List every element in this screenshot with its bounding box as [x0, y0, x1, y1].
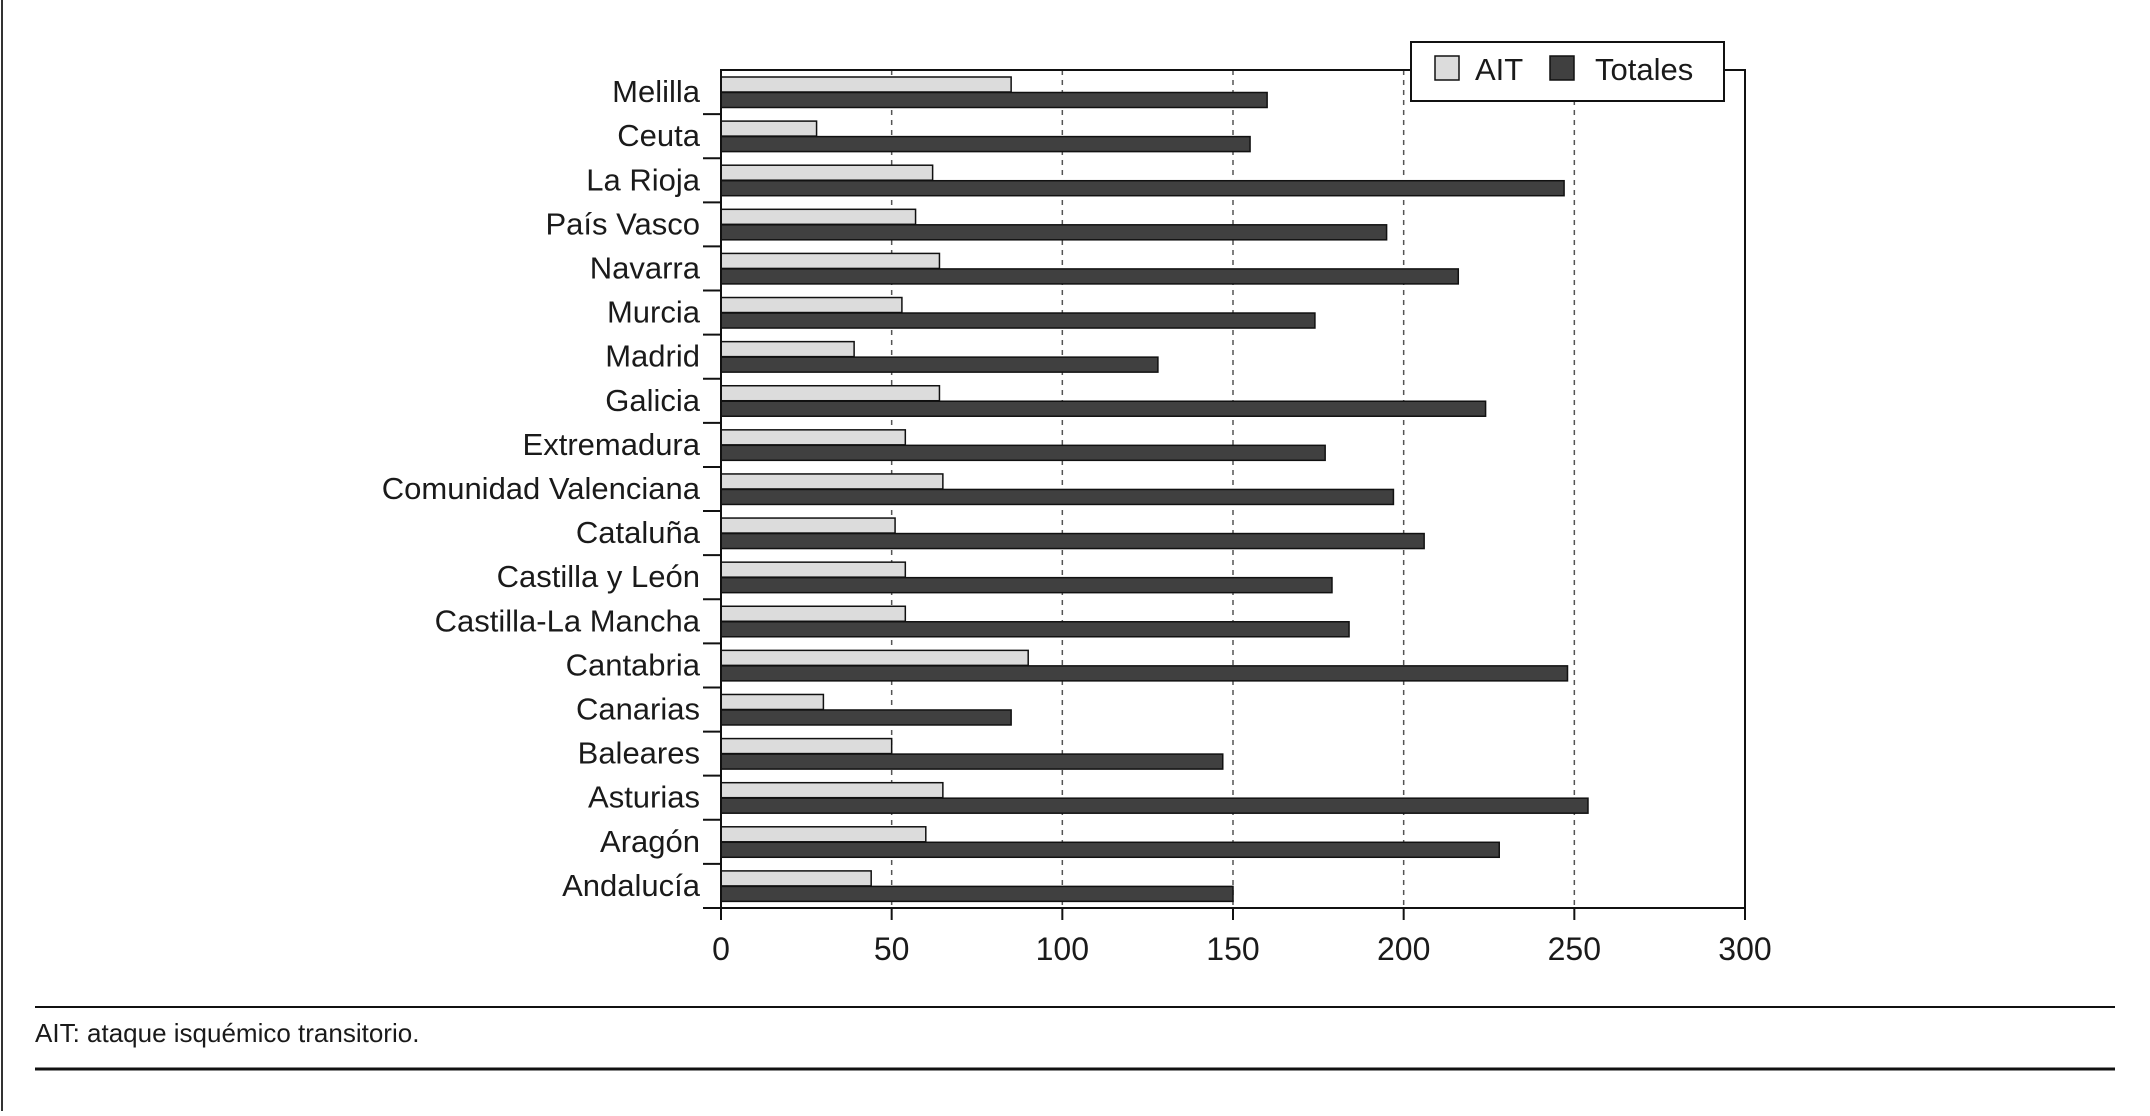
- category-label: Madrid: [605, 339, 700, 374]
- bar-totales: [720, 91, 1268, 109]
- legend-label-totales: Totales: [1595, 52, 1693, 87]
- bar-ait: [720, 517, 896, 534]
- category-label: Cantabria: [566, 647, 701, 682]
- category-label: Andalucía: [562, 868, 701, 903]
- category-label: Navarra: [590, 250, 701, 285]
- legend-swatch-ait: [1434, 55, 1460, 81]
- category-label: Murcia: [607, 295, 701, 330]
- bar-totales: [720, 753, 1224, 770]
- bar-totales: [720, 400, 1487, 417]
- category-label: Castilla-La Mancha: [435, 603, 701, 638]
- x-tick-label: 300: [1718, 931, 1771, 967]
- category-label: Ceuta: [617, 118, 700, 153]
- bar-ait: [720, 252, 941, 270]
- bar-totales: [720, 841, 1500, 859]
- x-tick-label: 200: [1377, 931, 1430, 967]
- legend-swatch-totales: [1549, 55, 1575, 81]
- legend-label-ait: AIT: [1475, 52, 1523, 87]
- bar-ait: [720, 649, 1029, 667]
- bar-ait: [720, 340, 855, 358]
- bar-ait: [720, 737, 893, 755]
- bar-totales: [720, 179, 1565, 197]
- bar-ait: [720, 826, 927, 843]
- bar-totales: [720, 665, 1569, 682]
- bar-ait: [720, 296, 903, 314]
- category-label: Castilla y León: [497, 559, 700, 594]
- bar-totales: [720, 621, 1350, 638]
- bar-ait: [720, 473, 944, 490]
- category-label: Cataluña: [576, 515, 701, 550]
- bar-ait: [720, 384, 941, 402]
- bar-totales: [720, 224, 1388, 241]
- bar-ait: [720, 120, 818, 137]
- bar-totales: [720, 356, 1159, 373]
- category-label: Comunidad Valenciana: [382, 471, 701, 506]
- bar-totales: [720, 532, 1425, 550]
- category-label: Galicia: [605, 383, 701, 418]
- category-label: Melilla: [612, 74, 701, 109]
- category-label: Canarias: [576, 692, 700, 727]
- bar-totales: [720, 576, 1333, 594]
- bar-ait: [720, 693, 825, 711]
- x-tick-label: 250: [1548, 931, 1601, 967]
- bar-ait: [720, 605, 907, 623]
- bar-totales: [720, 488, 1395, 506]
- bar-ait: [720, 76, 1012, 93]
- x-tick-label: 0: [712, 931, 730, 967]
- bar-totales: [720, 885, 1234, 903]
- bar-totales: [720, 444, 1326, 462]
- x-tick-label: 50: [874, 931, 910, 967]
- category-label: Baleares: [578, 736, 700, 771]
- bar-totales: [720, 709, 1012, 726]
- category-label: Extremadura: [523, 427, 701, 462]
- bar-ait: [720, 208, 917, 226]
- bar-ait: [720, 870, 872, 887]
- bar-totales: [720, 135, 1251, 153]
- bar-totales: [720, 797, 1589, 814]
- bar-ait: [720, 429, 907, 446]
- bar-totales: [720, 312, 1316, 329]
- x-tick-label: 100: [1036, 931, 1089, 967]
- category-label: Asturias: [588, 780, 700, 815]
- footnote: AIT: ataque isquémico transitorio.: [35, 1018, 419, 1048]
- category-label: La Rioja: [586, 162, 700, 197]
- x-tick-label: 150: [1206, 931, 1259, 967]
- legend: AIT Totales: [1410, 41, 1725, 102]
- bar-ait: [720, 781, 944, 799]
- category-label: Aragón: [600, 824, 700, 859]
- bar-totales: [720, 268, 1460, 285]
- category-label: País Vasco: [545, 206, 700, 241]
- bar-ait: [720, 164, 934, 181]
- bar-ait: [720, 561, 907, 578]
